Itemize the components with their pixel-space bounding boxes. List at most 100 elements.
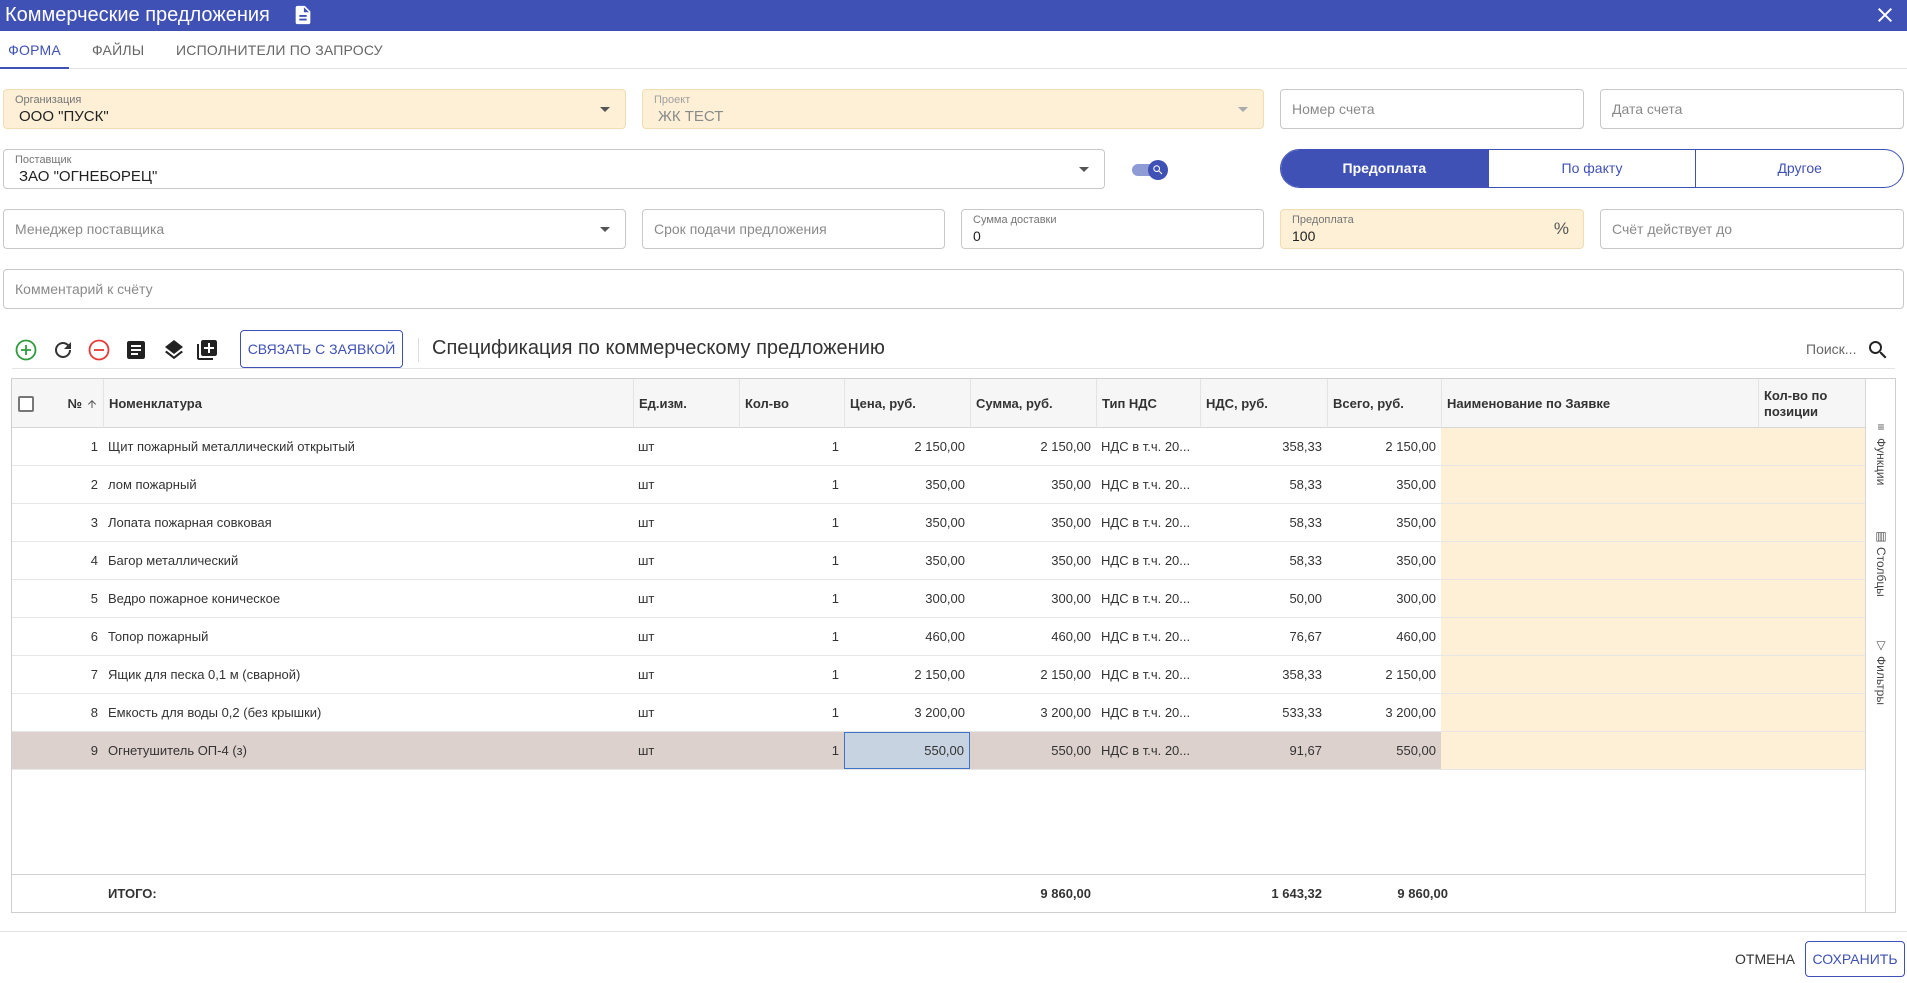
cell-unit[interactable]: шт bbox=[638, 515, 655, 530]
cell-nomenclature[interactable]: Топор пожарный bbox=[108, 629, 209, 644]
remove-circle-icon[interactable] bbox=[87, 338, 111, 362]
comment-field[interactable]: Комментарий к счёту bbox=[3, 269, 1904, 309]
cell-total[interactable]: 350,00 bbox=[1396, 477, 1436, 492]
cell-unit[interactable]: шт bbox=[638, 553, 655, 568]
link-to-request-button[interactable]: СВЯЗАТЬ С ЗАЯВКОЙ bbox=[240, 330, 403, 368]
cell-vat-type[interactable]: НДС в т.ч. 20... bbox=[1101, 667, 1191, 682]
cell-vat-type[interactable]: НДС в т.ч. 20... bbox=[1101, 477, 1191, 492]
cell-price[interactable]: 300,00 bbox=[925, 591, 965, 606]
cell-nomenclature[interactable]: Ведро пожарное коническое bbox=[108, 591, 281, 606]
cell-number[interactable]: 2 bbox=[90, 477, 98, 492]
column-header-position-qty[interactable]: Кол-во по позиции bbox=[1758, 379, 1865, 428]
cell-nomenclature[interactable]: Емкость для воды 0,2 (без крышки) bbox=[108, 705, 322, 720]
cell-request-name[interactable] bbox=[1441, 580, 1758, 617]
cell-position-qty[interactable] bbox=[1758, 504, 1865, 541]
cell-total[interactable]: 3 200,00 bbox=[1385, 705, 1436, 720]
cell-number[interactable]: 3 bbox=[90, 515, 98, 530]
table-row[interactable]: 8 Емкость для воды 0,2 (без крышки) шт 1 3 2… bbox=[12, 694, 1865, 732]
cell-request-name[interactable] bbox=[1441, 428, 1758, 465]
cell-number[interactable]: 7 bbox=[90, 667, 98, 682]
column-header-qty[interactable]: Кол-во bbox=[739, 379, 844, 428]
payment-option-other[interactable]: Другое bbox=[1777, 160, 1822, 176]
cell-unit[interactable]: шт bbox=[638, 591, 655, 606]
cell-request-name[interactable] bbox=[1441, 542, 1758, 579]
cell-vat-type[interactable]: НДС в т.ч. 20... bbox=[1101, 629, 1191, 644]
cell-sum[interactable]: 3 200,00 bbox=[1040, 705, 1091, 720]
payment-option-actual[interactable]: По факту bbox=[1489, 150, 1697, 187]
table-row[interactable]: 4 Багор металлический шт 1 350,00 350,00 НДС в… bbox=[12, 542, 1865, 580]
cell-number[interactable]: 8 bbox=[90, 705, 98, 720]
cell-nomenclature[interactable]: Ящик для песка 0,1 м (сварной) bbox=[108, 667, 301, 682]
cell-price[interactable]: 350,00 bbox=[925, 515, 965, 530]
cell-qty[interactable]: 1 bbox=[831, 743, 839, 758]
cell-sum[interactable]: 350,00 bbox=[1051, 477, 1091, 492]
cell-nomenclature[interactable]: Лопата пожарная совковая bbox=[108, 515, 272, 530]
offer-deadline-field[interactable]: Срок подачи предложения bbox=[642, 209, 945, 249]
column-header-unit[interactable]: Ед.изм. bbox=[633, 379, 739, 428]
cell-qty[interactable]: 1 bbox=[831, 667, 839, 682]
cell-sum[interactable]: 460,00 bbox=[1051, 629, 1091, 644]
column-header-request-name[interactable]: Наименование по Заявке bbox=[1441, 379, 1758, 428]
cell-request-name[interactable] bbox=[1441, 504, 1758, 541]
cell-position-qty[interactable] bbox=[1758, 580, 1865, 617]
invoice-date-field[interactable]: Дата счета bbox=[1600, 89, 1904, 129]
add-circle-icon[interactable] bbox=[14, 338, 38, 362]
table-row[interactable]: 6 Топор пожарный шт 1 460,00 460,00 НДС в т.ч.… bbox=[12, 618, 1865, 656]
cell-price[interactable]: 460,00 bbox=[925, 629, 965, 644]
table-row[interactable]: 5 Ведро пожарное коническое шт 1 300,00 300,0… bbox=[12, 580, 1865, 618]
cell-vat-type[interactable]: НДС в т.ч. 20... bbox=[1101, 705, 1191, 720]
cell-total[interactable]: 2 150,00 bbox=[1385, 439, 1436, 454]
column-header-price[interactable]: Цена, руб. bbox=[844, 379, 970, 428]
refresh-icon[interactable] bbox=[51, 338, 75, 362]
cell-unit[interactable]: шт bbox=[638, 667, 655, 682]
cell-vat-type[interactable]: НДС в т.ч. 20... bbox=[1101, 743, 1191, 758]
cell-vat[interactable]: 533,33 bbox=[1282, 705, 1322, 720]
cell-vat-type[interactable]: НДС в т.ч. 20... bbox=[1101, 591, 1191, 606]
table-row[interactable]: 3 Лопата пожарная совковая шт 1 350,00 350,00… bbox=[12, 504, 1865, 542]
cell-qty[interactable]: 1 bbox=[831, 439, 839, 454]
cell-position-qty[interactable] bbox=[1758, 618, 1865, 655]
cell-vat-type[interactable]: НДС в т.ч. 20... bbox=[1101, 439, 1191, 454]
close-icon[interactable] bbox=[1873, 3, 1897, 27]
grid-search-input[interactable]: Поиск... bbox=[1806, 341, 1857, 357]
column-header-vat[interactable]: НДС, руб. bbox=[1200, 379, 1327, 428]
table-row[interactable]: 2 лом пожарный шт 1 350,00 350,00 НДС в т.ч. 2… bbox=[12, 466, 1865, 504]
select-all-checkbox[interactable] bbox=[18, 396, 34, 412]
invoice-number-field[interactable]: Номер счета bbox=[1280, 89, 1584, 129]
cell-nomenclature[interactable]: Огнетушитель ОП-4 (з) bbox=[108, 743, 247, 758]
side-tab-functions[interactable]: ≡ Функции bbox=[1866, 421, 1895, 485]
cell-unit[interactable]: шт bbox=[638, 743, 655, 758]
cell-request-name[interactable] bbox=[1441, 732, 1758, 769]
list-doc-icon[interactable] bbox=[124, 338, 148, 362]
cell-vat[interactable]: 58,33 bbox=[1289, 553, 1322, 568]
document-icon[interactable] bbox=[292, 4, 314, 26]
organization-select[interactable]: Организация ООО "ПУСК" bbox=[3, 89, 626, 129]
cell-position-qty[interactable] bbox=[1758, 466, 1865, 503]
cell-vat[interactable]: 58,33 bbox=[1289, 515, 1322, 530]
cell-total[interactable]: 350,00 bbox=[1396, 515, 1436, 530]
tab-request-executors[interactable]: ИСПОЛНИТЕЛИ ПО ЗАПРОСУ bbox=[176, 42, 383, 58]
cell-vat[interactable]: 358,33 bbox=[1282, 667, 1322, 682]
cell-total[interactable]: 2 150,00 bbox=[1385, 667, 1436, 682]
cell-position-qty[interactable] bbox=[1758, 428, 1865, 465]
table-row[interactable]: 1 Щит пожарный металлический открытый шт 1 2… bbox=[12, 428, 1865, 466]
cell-unit[interactable]: шт bbox=[638, 629, 655, 644]
cell-qty[interactable]: 1 bbox=[831, 591, 839, 606]
cell-request-name[interactable] bbox=[1441, 656, 1758, 693]
cell-vat[interactable]: 50,00 bbox=[1289, 591, 1322, 606]
cell-number[interactable]: 4 bbox=[90, 553, 98, 568]
cell-number[interactable]: 9 bbox=[90, 743, 98, 758]
cell-nomenclature[interactable]: Багор металлический bbox=[108, 553, 239, 568]
cell-request-name[interactable] bbox=[1441, 694, 1758, 731]
cell-price[interactable]: 3 200,00 bbox=[914, 705, 965, 720]
cell-vat[interactable]: 358,33 bbox=[1282, 439, 1322, 454]
cell-nomenclature[interactable]: лом пожарный bbox=[108, 477, 197, 492]
cell-price[interactable]: 350,00 bbox=[925, 553, 965, 568]
tab-files[interactable]: ФАЙЛЫ bbox=[92, 42, 145, 58]
project-select[interactable]: Проект ЖК ТЕСТ bbox=[642, 89, 1264, 129]
cell-qty[interactable]: 1 bbox=[831, 477, 839, 492]
save-button[interactable]: СОХРАНИТЬ bbox=[1805, 941, 1905, 977]
cell-total[interactable]: 460,00 bbox=[1396, 629, 1436, 644]
cell-vat-type[interactable]: НДС в т.ч. 20... bbox=[1101, 515, 1191, 530]
column-header-nomenclature[interactable]: Номенклатура bbox=[103, 379, 633, 428]
